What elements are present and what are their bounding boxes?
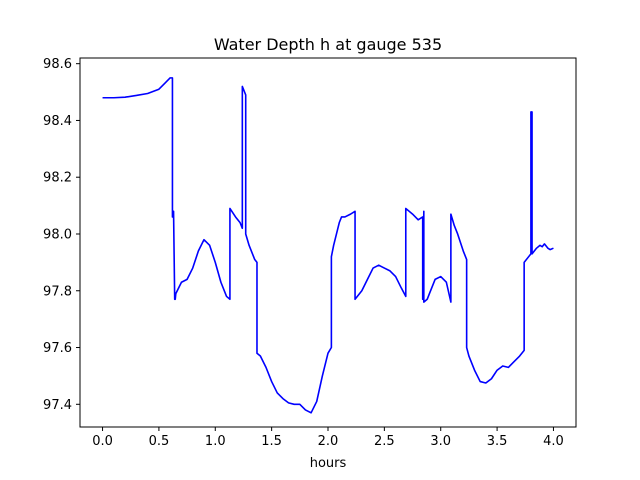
x-axis-label: hours — [310, 456, 347, 471]
x-tick-label: 2.5 — [374, 434, 395, 449]
x-tick-label: 3.5 — [487, 434, 508, 449]
x-tick-label: 4.0 — [543, 434, 564, 449]
x-tick-label: 3.0 — [430, 434, 451, 449]
y-tick-label: 97.8 — [43, 284, 72, 299]
y-tick-label: 97.4 — [43, 398, 72, 413]
series-line-0 — [102, 77, 554, 414]
y-tick-label: 97.6 — [43, 341, 72, 356]
x-tick-label: 0.0 — [92, 434, 113, 449]
y-tick-label: 98.6 — [43, 57, 72, 72]
y-tick-label: 98.2 — [43, 171, 72, 186]
y-tick-label: 98.0 — [43, 227, 72, 242]
x-tick-label: 1.5 — [261, 434, 282, 449]
y-tick-label: 98.4 — [43, 114, 72, 129]
x-tick-label: 2.0 — [318, 434, 339, 449]
x-tick-label: 0.5 — [149, 434, 170, 449]
chart-title: Water Depth h at gauge 535 — [214, 35, 442, 54]
x-axis-ticks: 0.0 0.5 1.0 1.5 2.0 2.5 3.0 3.5 4.0 — [92, 427, 564, 449]
x-tick-label: 1.0 — [205, 434, 226, 449]
y-axis-ticks: 97.4 97.6 97.8 98.0 98.2 98.4 98.6 — [43, 57, 80, 413]
